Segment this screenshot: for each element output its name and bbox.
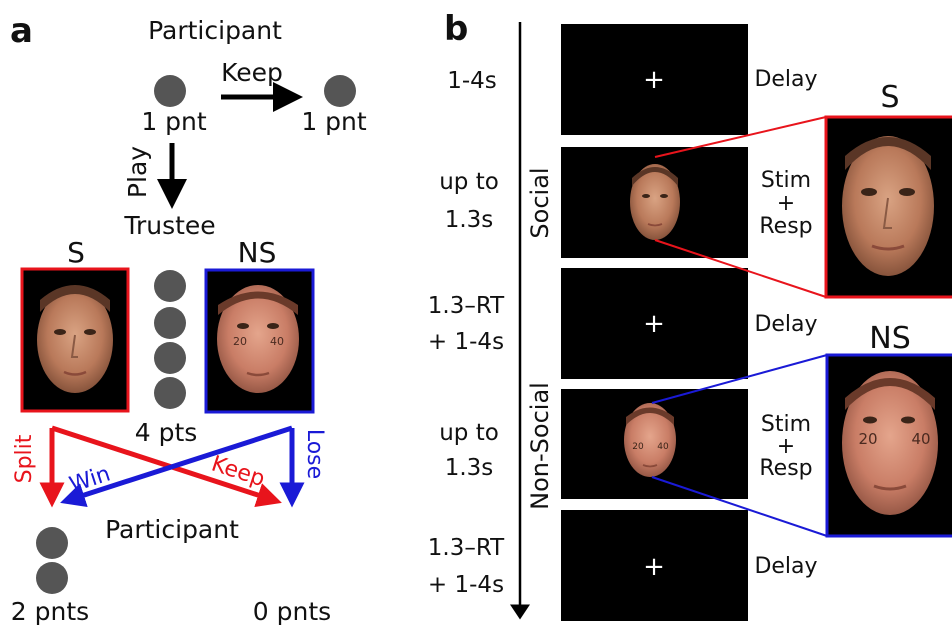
left-points-label: 1 pnt <box>141 107 207 136</box>
trustee-points-label: 4 pts <box>135 418 198 447</box>
zoom-connector-red <box>654 116 827 158</box>
time-label: 1-4s <box>447 68 497 94</box>
participant-bottom-label: Participant <box>105 515 239 544</box>
event-label: Delay <box>754 312 817 337</box>
participant-top-label: Participant <box>148 16 282 45</box>
bottom-left-points-label: 2 pnts <box>11 597 89 626</box>
point-dot <box>154 377 186 409</box>
time-label: 1.3s <box>445 455 494 481</box>
lose-label: Lose <box>302 429 327 479</box>
time-label: 1.3–RT <box>428 293 505 319</box>
event-label: Stim <box>761 168 811 193</box>
point-dot <box>154 270 186 302</box>
social-face-image <box>20 267 130 413</box>
right-points-label: 1 pnt <box>301 107 367 136</box>
social-face-label: S <box>67 236 85 269</box>
event-label: Delay <box>754 554 817 579</box>
zoom-connector-red <box>654 239 827 298</box>
keep-label: Keep <box>221 58 283 87</box>
event-label: + <box>777 191 795 216</box>
point-dot <box>154 307 186 339</box>
play-label: Play <box>123 146 152 198</box>
fixation-cross: + <box>643 309 665 339</box>
zoom-connector-blue <box>651 476 828 537</box>
point-dot <box>36 562 68 594</box>
trustee-label: Trustee <box>123 211 215 240</box>
zoom-connector-blue <box>651 354 828 404</box>
fixation-screen <box>561 268 748 379</box>
face-number-20: 20 <box>233 335 247 348</box>
time-label: + 1-4s <box>428 572 504 598</box>
fixation-cross: + <box>643 552 665 582</box>
point-dot <box>324 75 356 107</box>
bottom-right-points-label: 0 pnts <box>253 597 331 626</box>
face-number-40: 40 <box>270 335 284 348</box>
win-arrow <box>60 425 293 508</box>
point-dot <box>154 75 186 107</box>
zoom-number-20: 20 <box>858 430 877 448</box>
point-dot <box>154 342 186 374</box>
social-face-small <box>630 164 680 240</box>
panel-a-letter: a <box>10 11 33 51</box>
split-label: Split <box>12 434 37 483</box>
zoom-nonsocial-label: NS <box>869 321 910 356</box>
fixation-cross: + <box>643 65 665 95</box>
zoom-social-face <box>824 115 952 299</box>
zoom-social-label: S <box>880 80 899 115</box>
nonsocial-face-image: 20 40 <box>204 268 315 414</box>
time-label: 1.3–RT <box>428 535 505 561</box>
event-label: Resp <box>759 214 812 239</box>
time-label: up to <box>439 169 499 195</box>
fixation-screen <box>561 24 748 135</box>
face-number-20: 20 <box>632 442 644 452</box>
keep-red-arrow <box>51 425 282 508</box>
fixation-screen <box>561 510 748 621</box>
time-label: + 1-4s <box>428 329 504 355</box>
social-label: Social <box>526 167 554 238</box>
time-label: up to <box>439 420 499 446</box>
win-label: Win <box>66 462 113 499</box>
nonsocial-label: Non-Social <box>526 382 554 510</box>
event-label: Delay <box>754 67 817 92</box>
event-label: Resp <box>759 456 812 481</box>
point-dot <box>36 527 68 559</box>
nonsocial-face-label: NS <box>238 236 277 269</box>
panel-b-letter: b <box>444 9 468 49</box>
zoom-nonsocial-face: 20 40 <box>825 353 952 538</box>
time-label: 1.3s <box>445 207 494 233</box>
face-number-40: 40 <box>657 442 669 452</box>
zoom-number-40: 40 <box>911 430 930 448</box>
event-label: + <box>777 434 795 459</box>
event-label: Stim <box>761 412 811 437</box>
nonsocial-face-small: 20 40 <box>624 403 676 477</box>
